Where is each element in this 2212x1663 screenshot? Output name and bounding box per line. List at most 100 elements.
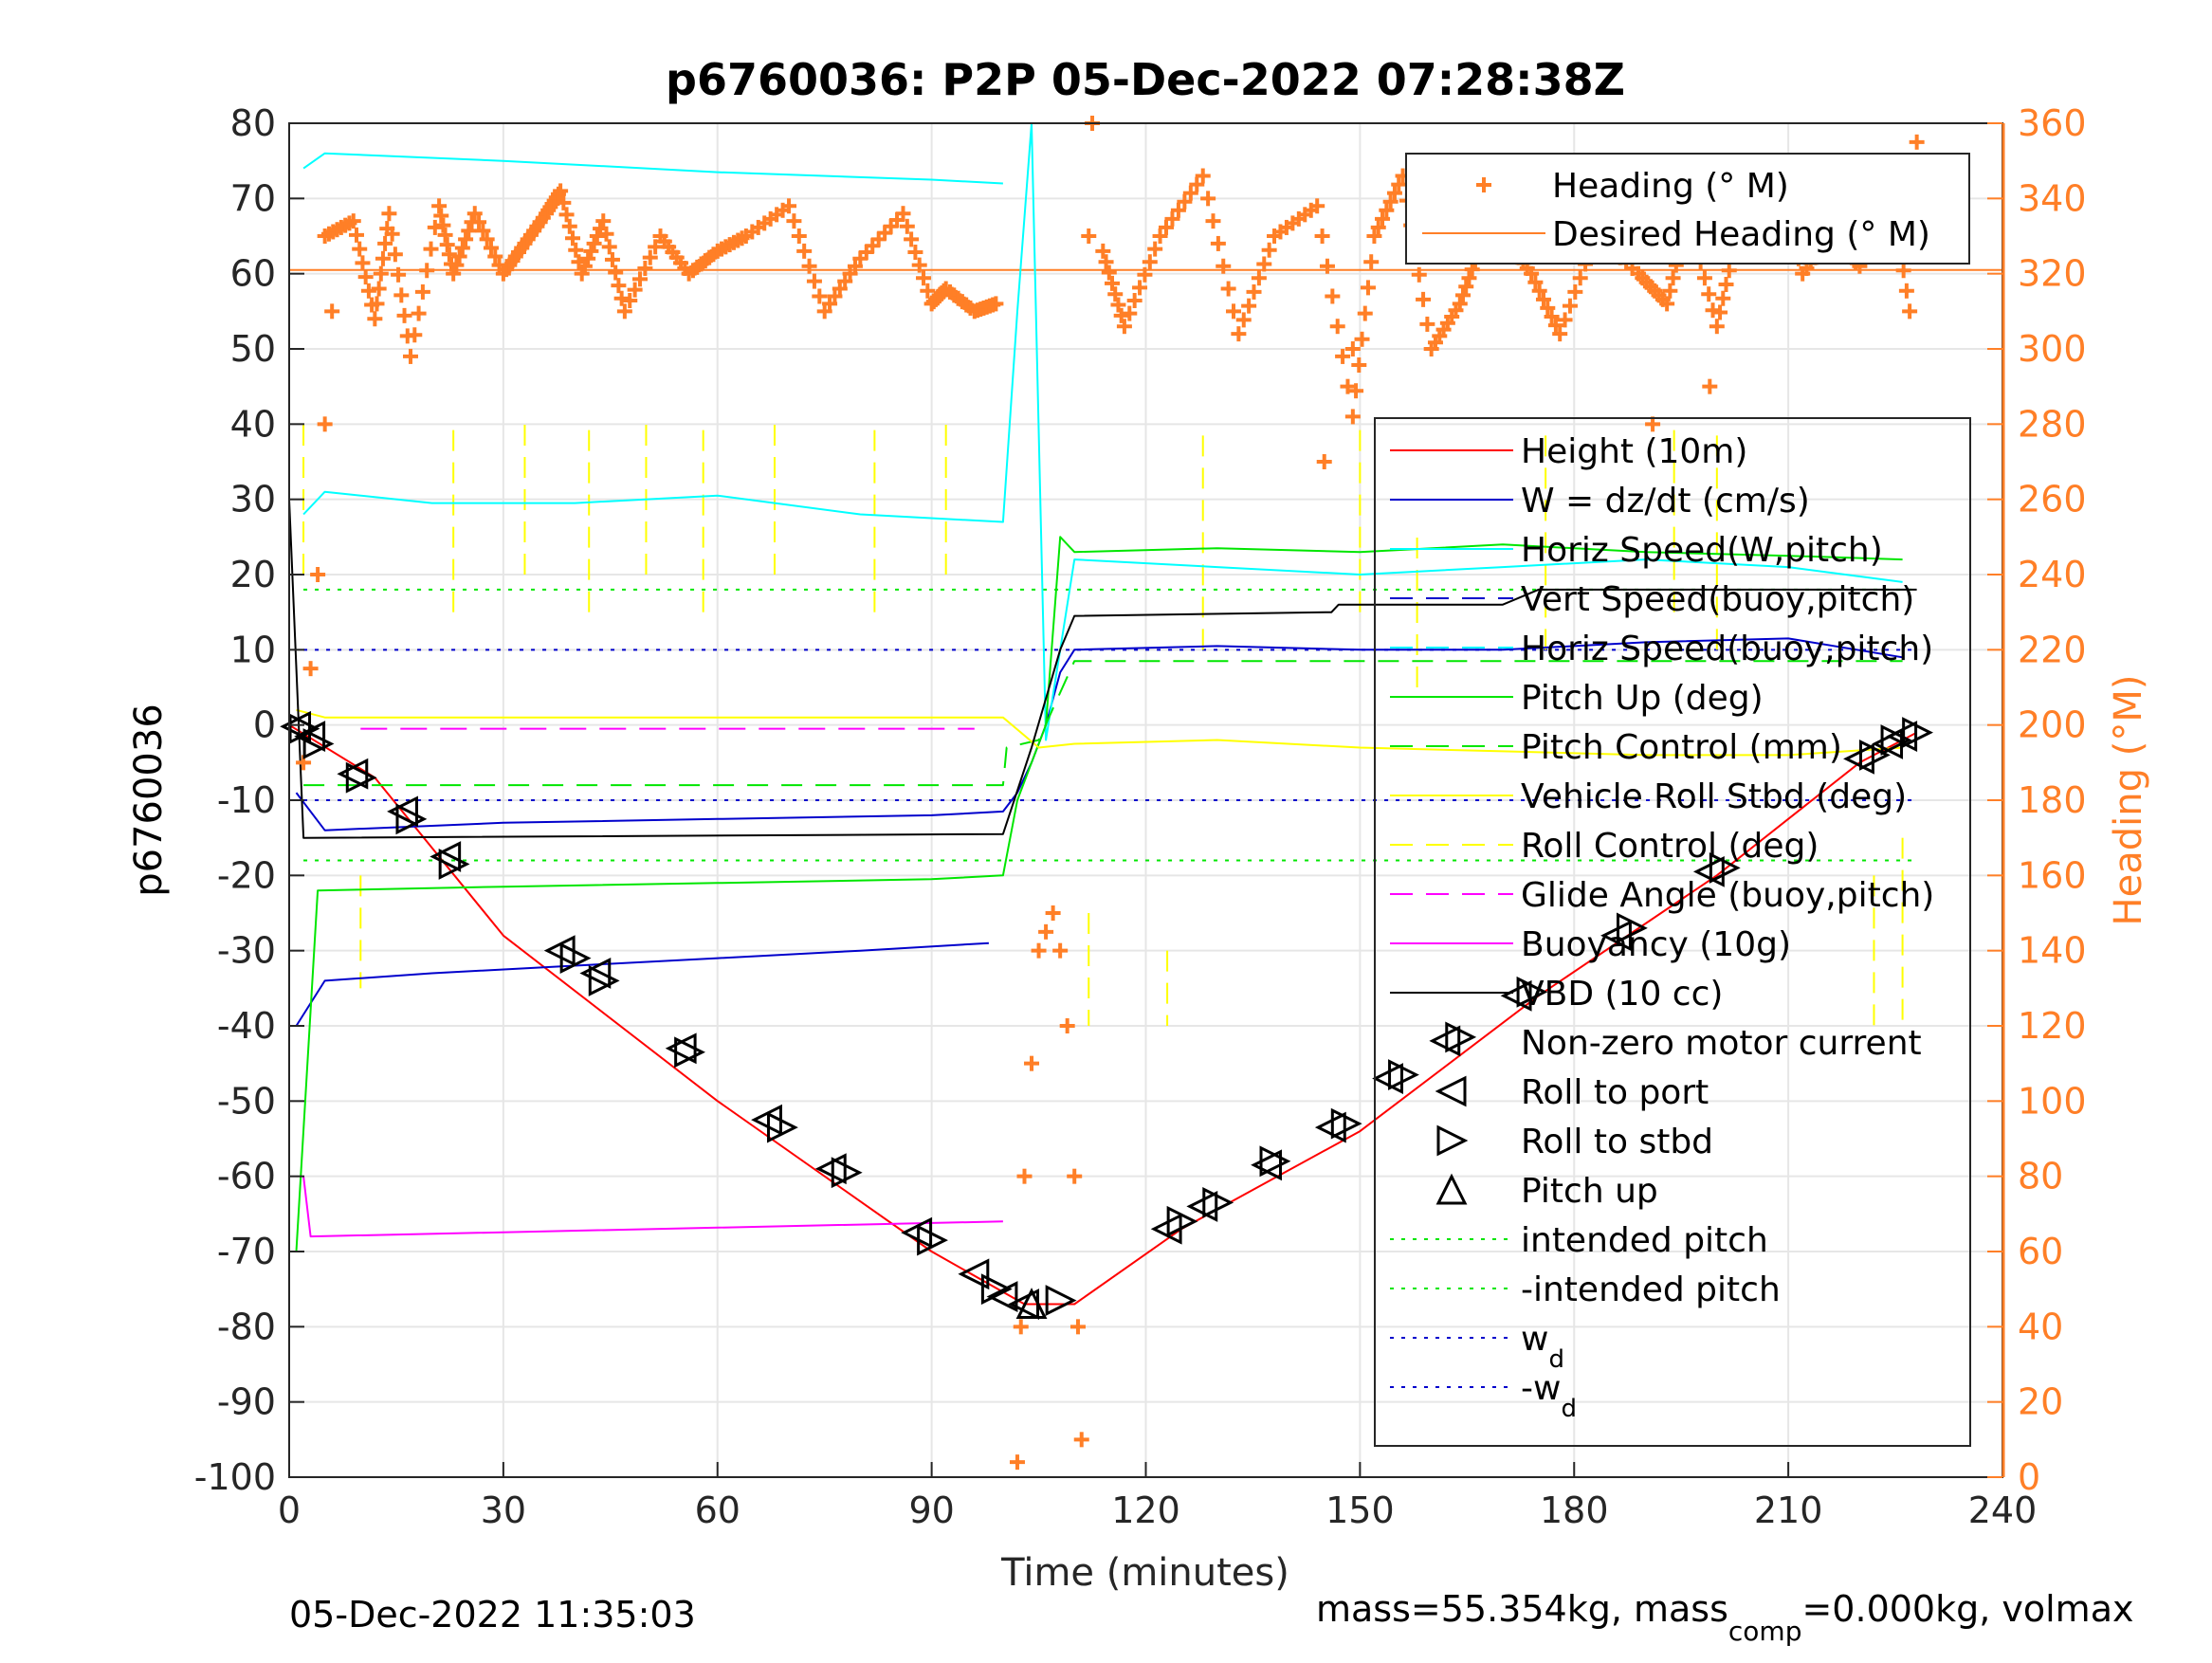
roll-stbd-marker — [1259, 1145, 1291, 1178]
legend-main-entry: Height (10m) — [1390, 432, 1747, 471]
legend-main-entry: Non-zero motor current — [1521, 1024, 1922, 1063]
heading-point — [1366, 228, 1382, 244]
legend-label-text: -intended pitch — [1521, 1270, 1781, 1309]
heading-point — [616, 303, 632, 320]
legend-sample — [1476, 177, 1491, 192]
heading-point — [1715, 290, 1731, 306]
roll-stbd-marker — [767, 1111, 798, 1143]
heading-point — [574, 265, 590, 282]
heading-point — [598, 226, 614, 242]
roll-stbd-marker — [438, 849, 470, 880]
roll-stbd-marker — [1166, 1205, 1198, 1237]
heading-point — [1329, 319, 1345, 335]
heading-point — [1045, 905, 1061, 921]
legend-label-text: Roll to stbd — [1521, 1123, 1713, 1161]
heading-point — [895, 206, 911, 222]
series-horiz_w — [302, 122, 1903, 741]
heading-point — [1540, 300, 1556, 316]
heading-point — [1073, 1432, 1089, 1448]
roll-stbd-marker — [1516, 976, 1548, 1008]
heading-point — [355, 255, 371, 271]
legend-label-text: Roll Control (deg) — [1521, 827, 1819, 866]
heading-point — [1547, 318, 1563, 334]
y2-tick-label: 20 — [2018, 1381, 2063, 1423]
legend-label-sub: d — [1561, 1395, 1577, 1423]
y-tick-label: 70 — [230, 177, 276, 219]
legend-label: Glide Angle (buoy,pitch) — [1521, 876, 1934, 915]
roll-stbd-marker — [831, 1157, 863, 1189]
y-tick-label: -80 — [217, 1306, 276, 1347]
y2-tick-label: 180 — [2018, 779, 2087, 821]
y2-tick-label: 240 — [2018, 554, 2087, 595]
heading-point — [589, 228, 605, 244]
legend-label: Buoyancy (10g) — [1521, 925, 1791, 964]
heading-point — [371, 281, 387, 297]
heading-point — [568, 242, 584, 258]
heading-point — [611, 278, 627, 294]
heading-point — [461, 223, 477, 239]
heading-point — [1081, 228, 1097, 244]
y2-tick-label: 280 — [2018, 403, 2087, 445]
y2-tick-label: 80 — [2018, 1156, 2063, 1197]
heading-point — [907, 245, 923, 260]
heading-point — [1411, 266, 1427, 283]
heading-point — [357, 269, 374, 285]
footer-mass-suffix: =0.000kg, volmax — [1801, 1588, 2133, 1630]
heading-point — [1067, 1168, 1083, 1184]
heading-point — [1251, 270, 1267, 286]
heading-point — [608, 265, 624, 281]
heading-point — [471, 214, 487, 230]
heading-point — [1205, 213, 1221, 229]
heading-point — [427, 219, 443, 235]
plot-layer — [280, 116, 2002, 1471]
heading-point — [632, 271, 649, 287]
x-axis-label: Time (minutes) — [1000, 1551, 1289, 1595]
x-tick-label: 180 — [1540, 1489, 1609, 1531]
legend-label: Pitch up — [1521, 1172, 1658, 1211]
legend-label: W = dz/dt (cm/s) — [1521, 482, 1810, 521]
footer-mass-prefix: mass=55.354kg, mass — [1316, 1588, 1728, 1630]
heading-point — [1122, 305, 1138, 321]
legend-label: -intended pitch — [1521, 1270, 1781, 1309]
legend-label: Horiz Speed(buoy,pitch) — [1521, 630, 1933, 668]
heading-point — [396, 307, 412, 323]
heading-point — [1052, 942, 1069, 959]
legend-heading-entry: Desired Heading (° M) — [1422, 215, 1930, 254]
heading-point — [1159, 219, 1175, 235]
y-tick-label: -70 — [217, 1231, 276, 1272]
heading-point — [1712, 304, 1728, 320]
legend-label-text: Vehicle Roll Stbd (deg) — [1521, 777, 1907, 816]
heading-point — [1177, 193, 1193, 210]
legend-label: intended pitch — [1521, 1221, 1768, 1260]
heading-point — [1363, 254, 1380, 270]
heading-point — [1382, 193, 1398, 210]
x-tick-label: 120 — [1111, 1489, 1180, 1531]
heading-point — [391, 266, 407, 283]
legend-label: Roll Control (deg) — [1521, 827, 1819, 866]
legend-main: Height (10m) W = dz/dt (cm/s) Horiz Speed(… — [1374, 417, 1971, 1447]
legend-label-text: Vert Speed(buoy,pitch) — [1521, 580, 1914, 619]
heading-point — [1416, 291, 1432, 307]
legend-label: Vehicle Roll Stbd (deg) — [1521, 777, 1907, 816]
heading-point — [627, 282, 643, 298]
legend-label: Pitch Control (mm) — [1521, 728, 1842, 767]
heading-point — [302, 661, 319, 677]
heading-point — [1316, 454, 1332, 469]
heading-point — [387, 247, 403, 263]
heading-point — [448, 257, 465, 273]
y2-tick-label: 260 — [2018, 479, 2087, 521]
y2-tick-label: 200 — [2018, 704, 2087, 746]
y-tick-label: -100 — [194, 1456, 276, 1498]
y2-tick-label: 40 — [2018, 1306, 2063, 1347]
heading-point — [1902, 303, 1918, 320]
heading-point — [414, 283, 430, 300]
legend-main-entry: Pitch Control (mm) — [1390, 728, 1842, 767]
legend-label: Roll to stbd — [1521, 1123, 1713, 1161]
heading-point — [576, 258, 593, 274]
tick-layer: 0 30 60 90 120 150 180 210 24080706050403020100-… — [194, 102, 2087, 1531]
heading-point — [1552, 326, 1568, 342]
y-tick-label: -50 — [217, 1080, 276, 1122]
y2-tick-label: 300 — [2018, 328, 2087, 370]
heading-point — [1386, 185, 1402, 201]
